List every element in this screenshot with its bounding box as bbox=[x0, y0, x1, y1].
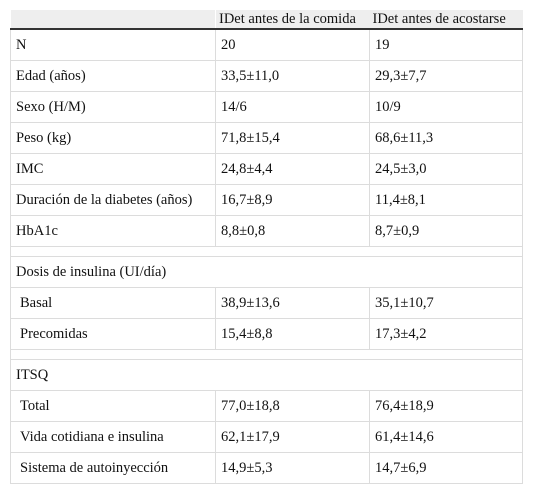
section-heading-row: ITSQ bbox=[10, 359, 523, 391]
row-label: Vida cotidiana e insulina bbox=[10, 421, 216, 453]
header-cell-idet-comida: IDet antes de la comida bbox=[215, 10, 370, 30]
table-row: N 20 19 bbox=[10, 29, 523, 61]
row-label: IMC bbox=[10, 153, 216, 185]
table-row: Precomidas 15,4±8,8 17,3±4,2 bbox=[10, 318, 523, 350]
row-value-comida: 71,8±15,4 bbox=[215, 122, 370, 154]
row-value-acostarse: 11,4±8,1 bbox=[369, 184, 523, 216]
table-row: HbA1c 8,8±0,8 8,7±0,9 bbox=[10, 215, 523, 247]
row-label: Sexo (H/M) bbox=[10, 91, 216, 123]
spacer-cell bbox=[10, 349, 523, 360]
row-value-acostarse: 8,7±0,9 bbox=[369, 215, 523, 247]
row-value-acostarse: 76,4±18,9 bbox=[369, 390, 523, 422]
row-label: Precomidas bbox=[10, 318, 216, 350]
table-row: Edad (años) 33,5±11,0 29,3±7,7 bbox=[10, 60, 523, 92]
row-value-comida: 14/6 bbox=[215, 91, 370, 123]
table-row: Duración de la diabetes (años) 16,7±8,9 … bbox=[10, 184, 523, 216]
row-value-comida: 16,7±8,9 bbox=[215, 184, 370, 216]
table-row: Total 77,0±18,8 76,4±18,9 bbox=[10, 390, 523, 422]
spacer-cell bbox=[10, 246, 523, 257]
row-value-acostarse: 19 bbox=[369, 29, 523, 61]
characteristics-table-container: IDet antes de la comida IDet antes de ac… bbox=[10, 10, 523, 484]
table-row: Peso (kg) 71,8±15,4 68,6±11,3 bbox=[10, 122, 523, 154]
row-value-acostarse: 61,4±14,6 bbox=[369, 421, 523, 453]
header-row: IDet antes de la comida IDet antes de ac… bbox=[10, 10, 523, 30]
row-value-comida: 62,1±17,9 bbox=[215, 421, 370, 453]
section-heading-row: Dosis de insulina (UI/día) bbox=[10, 256, 523, 288]
row-value-acostarse: 29,3±7,7 bbox=[369, 60, 523, 92]
table-row: Sexo (H/M) 14/6 10/9 bbox=[10, 91, 523, 123]
table-row: Sistema de autoinyección 14,9±5,3 14,7±6… bbox=[10, 452, 523, 484]
row-value-acostarse: 17,3±4,2 bbox=[369, 318, 523, 350]
section-title-insulin: Dosis de insulina (UI/día) bbox=[10, 256, 523, 288]
row-label: Total bbox=[10, 390, 216, 422]
row-label: Peso (kg) bbox=[10, 122, 216, 154]
row-value-comida: 24,8±4,4 bbox=[215, 153, 370, 185]
row-value-comida: 38,9±13,6 bbox=[215, 287, 370, 319]
row-label: Duración de la diabetes (años) bbox=[10, 184, 216, 216]
row-value-acostarse: 35,1±10,7 bbox=[369, 287, 523, 319]
row-value-comida: 8,8±0,8 bbox=[215, 215, 370, 247]
header-cell-idet-acostarse: IDet antes de acostarse bbox=[369, 10, 523, 30]
row-label: Edad (años) bbox=[10, 60, 216, 92]
spacer-row bbox=[10, 349, 523, 360]
row-value-comida: 15,4±8,8 bbox=[215, 318, 370, 350]
row-label: Sistema de autoinyección bbox=[10, 452, 216, 484]
table-header: IDet antes de la comida IDet antes de ac… bbox=[10, 10, 523, 30]
row-value-acostarse: 24,5±3,0 bbox=[369, 153, 523, 185]
row-label: HbA1c bbox=[10, 215, 216, 247]
characteristics-table: IDet antes de la comida IDet antes de ac… bbox=[10, 10, 523, 484]
row-value-comida: 77,0±18,8 bbox=[215, 390, 370, 422]
spacer-row bbox=[10, 246, 523, 257]
row-value-acostarse: 10/9 bbox=[369, 91, 523, 123]
row-value-acostarse: 68,6±11,3 bbox=[369, 122, 523, 154]
row-value-comida: 20 bbox=[215, 29, 370, 61]
row-label: N bbox=[10, 29, 216, 61]
table-row: Vida cotidiana e insulina 62,1±17,9 61,4… bbox=[10, 421, 523, 453]
row-value-acostarse: 14,7±6,9 bbox=[369, 452, 523, 484]
row-value-comida: 33,5±11,0 bbox=[215, 60, 370, 92]
row-label: Basal bbox=[10, 287, 216, 319]
table-row: IMC 24,8±4,4 24,5±3,0 bbox=[10, 153, 523, 185]
row-value-comida: 14,9±5,3 bbox=[215, 452, 370, 484]
table-row: Basal 38,9±13,6 35,1±10,7 bbox=[10, 287, 523, 319]
header-cell-blank bbox=[10, 10, 216, 30]
table-body: N 20 19 Edad (años) 33,5±11,0 29,3±7,7 S… bbox=[10, 29, 523, 484]
section-title-itsq: ITSQ bbox=[10, 359, 523, 391]
